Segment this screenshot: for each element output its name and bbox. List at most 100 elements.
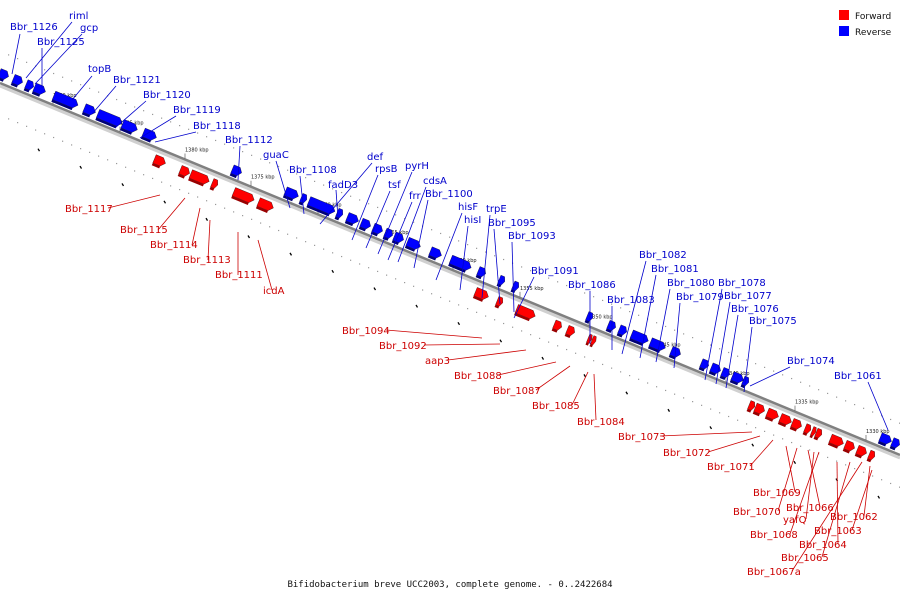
- reverse-gene-label: def: [367, 152, 384, 163]
- label-leader: [789, 451, 820, 535]
- label-leader: [749, 366, 791, 387]
- reverse-gene: [647, 337, 666, 353]
- guide-dot: [197, 196, 199, 198]
- reverse-gene: [448, 254, 472, 273]
- reverse-gene-label: Bbr_1082: [639, 250, 687, 261]
- label-leader: [571, 371, 589, 406]
- guide-dot: [485, 315, 487, 317]
- tick-label: 1345 kbp: [657, 343, 681, 349]
- guide-dash: [499, 339, 503, 343]
- forward-gene-label: Bbr_1062: [830, 512, 878, 523]
- guide-dot: [359, 263, 361, 265]
- guide-dot: [584, 292, 586, 294]
- label-leader: [71, 75, 93, 101]
- reverse-gene: [729, 371, 744, 386]
- reverse-gene: [298, 193, 307, 206]
- guide-dot: [89, 87, 91, 89]
- forward-gene-label: Bbr_1088: [454, 371, 502, 382]
- reverse-gene-label: Bbr_1112: [225, 135, 273, 146]
- guide-dot: [26, 125, 28, 127]
- label-leader: [34, 33, 83, 85]
- guide-dot: [71, 80, 73, 82]
- guide-dot: [26, 61, 28, 63]
- reverse-gene: [605, 320, 616, 333]
- label-leader: [497, 361, 557, 376]
- forward-gene: [802, 423, 811, 436]
- guide-dot: [314, 180, 316, 182]
- label-leader: [707, 435, 761, 453]
- guide-dot: [548, 341, 550, 343]
- forward-gene: [231, 187, 255, 205]
- label-leader: [725, 314, 739, 389]
- forward-gene-label: Bbr_1067a: [747, 567, 801, 578]
- forward-gene-label: Bbr_1066: [786, 503, 834, 514]
- guide-dot: [674, 393, 676, 395]
- guide-dot: [800, 381, 802, 383]
- label-leader: [821, 461, 851, 558]
- guide-dot: [593, 360, 595, 362]
- guide-dot: [152, 177, 154, 180]
- reverse-gene-label: Bbr_1081: [651, 264, 699, 275]
- guide-dot: [467, 244, 469, 246]
- guide-dot: [503, 322, 505, 325]
- guide-dot: [314, 244, 316, 246]
- guide-dot: [890, 482, 892, 485]
- guide-dot: [431, 293, 433, 295]
- forward-gene: [827, 433, 844, 449]
- guide-dot: [134, 106, 136, 108]
- guide-dot: [323, 248, 325, 250]
- reverse-gene-label: Bbr_1126: [10, 22, 58, 33]
- guide-dot: [134, 170, 136, 172]
- guide-dot: [89, 151, 91, 153]
- reverse-gene-label: Bbr_1077: [724, 291, 772, 302]
- guide-dash: [583, 374, 587, 378]
- forward-gene-label: Bbr_1064: [799, 540, 847, 551]
- label-leader: [275, 160, 291, 209]
- reverse-gene-label: Bbr_1108: [289, 165, 337, 176]
- forward-gene: [777, 413, 792, 428]
- label-leader: [397, 186, 427, 263]
- forward-gene-label: Bbr_1069: [753, 488, 801, 499]
- guide-dot: [125, 166, 127, 168]
- label-leader: [447, 349, 527, 361]
- guide-dot: [845, 464, 847, 466]
- guide-dot: [233, 147, 235, 149]
- guide-dot: [530, 270, 532, 272]
- guide-dot: [386, 274, 388, 276]
- guide-dot: [170, 185, 172, 187]
- reverse-gene-label: pyrH: [405, 161, 429, 172]
- reverse-gene-label: gcp: [80, 23, 98, 34]
- guide-dot: [341, 255, 343, 258]
- guide-dot: [656, 386, 658, 388]
- guide-dot: [665, 325, 667, 328]
- guide-dot: [224, 143, 226, 145]
- label-leader: [777, 447, 798, 512]
- forward-gene: [209, 178, 218, 191]
- guide-dot: [296, 173, 298, 175]
- guide-dot: [692, 401, 694, 403]
- guide-dot: [305, 177, 307, 179]
- reverse-gene-label: riml: [69, 11, 88, 22]
- guide-dot: [251, 218, 253, 220]
- guide-dot: [359, 199, 361, 201]
- guide-dash: [877, 495, 881, 499]
- guide-dot: [332, 188, 334, 190]
- forward-gene-label: Bbr_1087: [493, 386, 541, 397]
- label-leader: [593, 373, 597, 421]
- guide-dot: [80, 148, 82, 150]
- guide-dot: [323, 184, 325, 186]
- guide-dot: [728, 415, 730, 418]
- guide-dot: [458, 304, 460, 306]
- guide-dot: [512, 326, 514, 328]
- guide-dot: [854, 403, 856, 406]
- label-leader: [25, 21, 73, 79]
- guide-dot: [818, 389, 820, 391]
- guide-dot: [620, 371, 622, 373]
- guide-dot: [494, 255, 496, 257]
- backbone-shadow: [0, 84, 900, 460]
- forward-gene-label: Bbr_1084: [577, 417, 625, 428]
- label-leader: [351, 174, 379, 241]
- guide-dot: [647, 382, 649, 384]
- guide-dot: [629, 374, 631, 377]
- guide-dot: [755, 363, 757, 365]
